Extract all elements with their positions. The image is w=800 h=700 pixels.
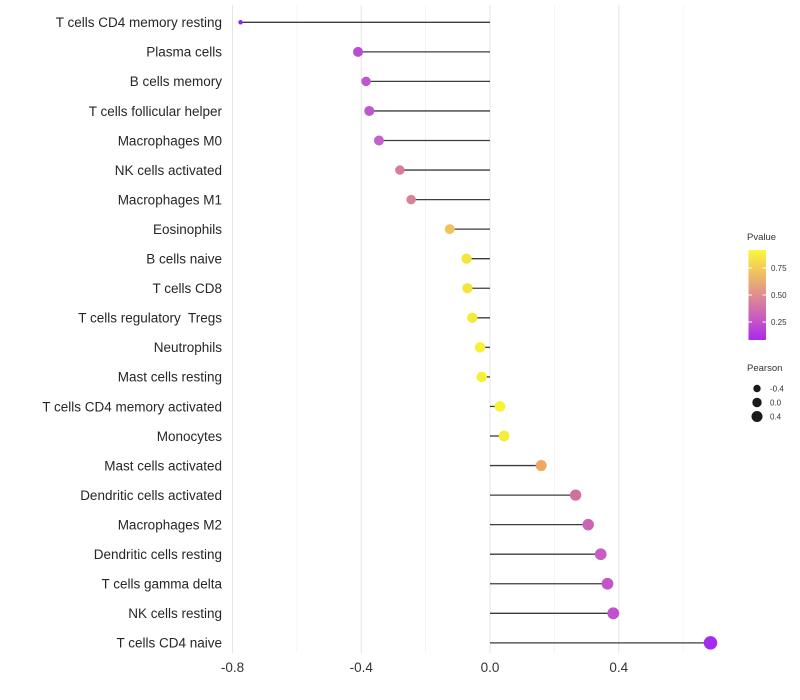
lollipop-dot [582,518,594,531]
pearson-legend-dot [753,384,761,393]
y-axis-label: T cells CD8 [152,281,222,296]
lollipop-dot [406,194,416,205]
y-axis-label: Mast cells activated [104,458,222,473]
lollipop-dot [594,548,607,561]
y-axis-label: Monocytes [157,429,223,444]
pearson-legend-label: -0.4 [770,385,784,394]
y-axis-label: Macrophages M1 [118,192,222,207]
y-axis-label: Eosinophils [153,222,222,237]
lollipop-dot [364,105,375,116]
pvalue-legend-tick-label: 0.50 [771,291,787,300]
x-axis-tick-label: 0.4 [609,660,628,675]
y-axis-label: NK cells resting [128,606,222,621]
y-axis-label: T cells CD4 naive [116,636,222,651]
y-axis-label: Mast cells resting [118,370,222,385]
lollipop-dot [476,371,487,383]
pearson-legend-dot [752,397,762,408]
lollipop-dot [462,283,473,294]
lollipop-dot [607,607,620,620]
pvalue-legend-tick-label: 0.75 [771,264,787,273]
x-axis-tick-label: -0.4 [350,660,374,675]
lollipop-dot [467,312,478,323]
lollipop-dot [535,460,547,472]
y-axis-label: B cells memory [130,74,223,89]
pearson-legend-label: 0.4 [770,413,782,422]
lollipop-dot [474,342,486,353]
lollipop-dot [569,489,582,501]
lollipop-dot [361,76,371,87]
y-axis-label: Macrophages M0 [118,133,222,148]
y-axis-label: Dendritic cells activated [80,488,222,503]
lollipop-dot [601,577,614,590]
pvalue-legend-tick-label: 0.25 [771,318,787,327]
y-axis-label: B cells naive [146,252,222,267]
x-axis-tick-label: -0.8 [221,660,244,675]
y-axis-label: Dendritic cells resting [94,547,222,562]
lollipop-dot [494,401,506,412]
y-axis-label: T cells follicular helper [89,104,223,119]
y-axis-label: NK cells activated [115,163,222,178]
lollipop-dot [373,135,384,146]
y-axis-label: Plasma cells [146,45,222,60]
x-axis-tick-label: 0.0 [481,660,500,675]
lollipop-dot [444,224,455,235]
y-axis-label: Neutrophils [154,340,223,355]
lollipop-dot [353,46,364,57]
y-axis-label: T cells gamma delta [101,577,222,592]
pvalue-colorbar [748,250,766,340]
lollipop-dot [498,430,510,442]
y-axis-label: T cells CD4 memory activated [42,399,222,414]
pearson-legend-dot [751,411,763,422]
pvalue-legend-title: Pvalue [747,232,776,243]
y-axis-label: T cells regulatory Tregs [78,311,222,326]
lollipop-dot [238,20,243,25]
y-axis-label: T cells CD4 memory resting [56,15,222,30]
lollipop-dot [461,253,472,264]
lollipop-dot [703,636,718,650]
pearson-legend-title: Pearson [747,363,782,374]
pearson-legend-label: 0.0 [770,399,782,408]
y-axis-label: Macrophages M2 [118,517,222,532]
lollipop-dot [395,165,405,175]
